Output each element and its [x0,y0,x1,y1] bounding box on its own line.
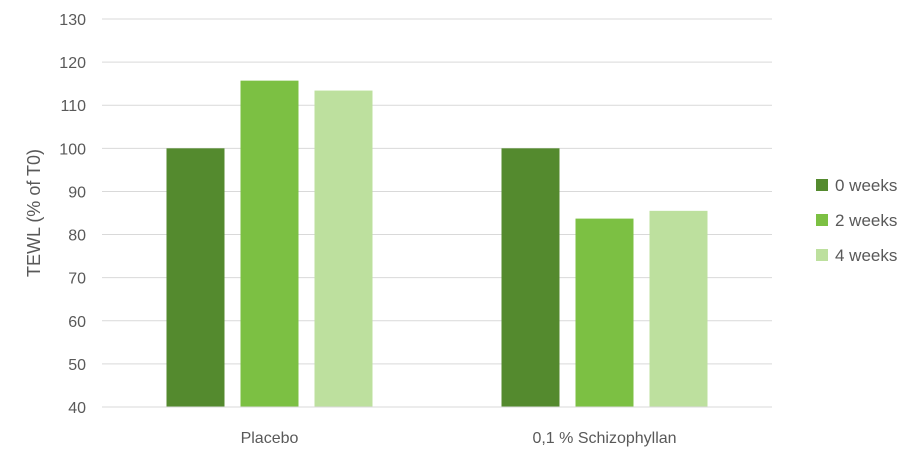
y-axis-ticks: 40 50 60 70 80 90 100 110 120 130 [59,12,86,417]
y-tick-label-90: 90 [68,184,86,201]
legend: 0 weeks 2 weeks 4 weeks [816,176,897,265]
y-tick-label-60: 60 [68,314,86,331]
y-axis-title: TEWL (% of T0) [24,149,44,277]
bar-0-0 [166,148,225,408]
bar-1-1 [575,218,634,407]
legend-swatch-1 [816,214,828,226]
legend-swatch-0 [816,179,828,191]
bar-0-1 [240,80,299,407]
bar-1-0 [501,148,560,408]
y-tick-label-110: 110 [60,98,86,115]
legend-label-1: 2 weeks [835,211,897,230]
y-tick-label-80: 80 [68,228,86,245]
y-tick-label-70: 70 [68,271,86,288]
y-tick-label-40: 40 [68,400,86,417]
y-tick-label-130: 130 [59,12,86,29]
y-tick-label-120: 120 [59,55,86,72]
bar-1-2 [649,210,708,407]
legend-swatch-2 [816,249,828,261]
x-category-label-0: Placebo [241,430,299,447]
x-category-label-1: 0,1 % Schizophyllan [532,430,676,447]
y-tick-label-100: 100 [59,141,86,158]
legend-label-2: 4 weeks [835,246,897,265]
legend-label-0: 0 weeks [835,176,897,195]
y-tick-label-50: 50 [68,357,86,374]
bar-0-2 [314,90,373,407]
x-axis-categories: Placebo 0,1 % Schizophyllan [241,430,677,447]
bars [166,80,708,408]
